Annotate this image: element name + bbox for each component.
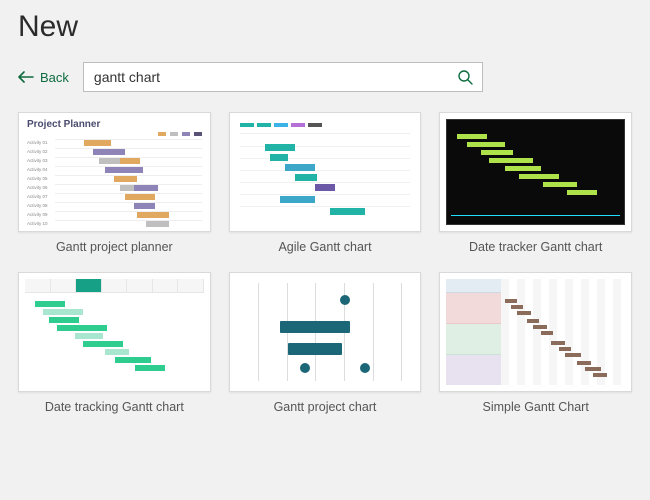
template-thumbnail: [439, 112, 632, 232]
template-thumbnail: [18, 272, 211, 392]
template-label: Date tracking Gantt chart: [18, 392, 211, 414]
template-thumbnail: [439, 272, 632, 392]
top-bar: Back: [18, 62, 632, 92]
template-label: Agile Gantt chart: [229, 232, 422, 254]
template-thumbnail: [229, 112, 422, 232]
template-card[interactable]: Agile Gantt chart: [229, 112, 422, 254]
page-title: New: [18, 10, 632, 44]
template-card[interactable]: Simple Gantt Chart: [439, 272, 632, 414]
template-thumbnail: Project Planner Activity 01 Activity 02 …: [18, 112, 211, 232]
template-card[interactable]: Project Planner Activity 01 Activity 02 …: [18, 112, 211, 254]
search-icon: [457, 69, 473, 85]
search-box: [83, 62, 483, 92]
template-label: Simple Gantt Chart: [439, 392, 632, 414]
search-input[interactable]: [84, 69, 448, 85]
template-grid: Project Planner Activity 01 Activity 02 …: [18, 112, 632, 414]
template-card[interactable]: Gantt project chart: [229, 272, 422, 414]
template-thumbnail: [229, 272, 422, 392]
back-button[interactable]: Back: [18, 70, 69, 85]
template-label: Date tracker Gantt chart: [439, 232, 632, 254]
template-card[interactable]: Date tracking Gantt chart: [18, 272, 211, 414]
back-label: Back: [40, 70, 69, 85]
search-button[interactable]: [448, 63, 482, 91]
template-card[interactable]: Date tracker Gantt chart: [439, 112, 632, 254]
template-label: Gantt project planner: [18, 232, 211, 254]
template-label: Gantt project chart: [229, 392, 422, 414]
back-arrow-icon: [18, 71, 34, 83]
